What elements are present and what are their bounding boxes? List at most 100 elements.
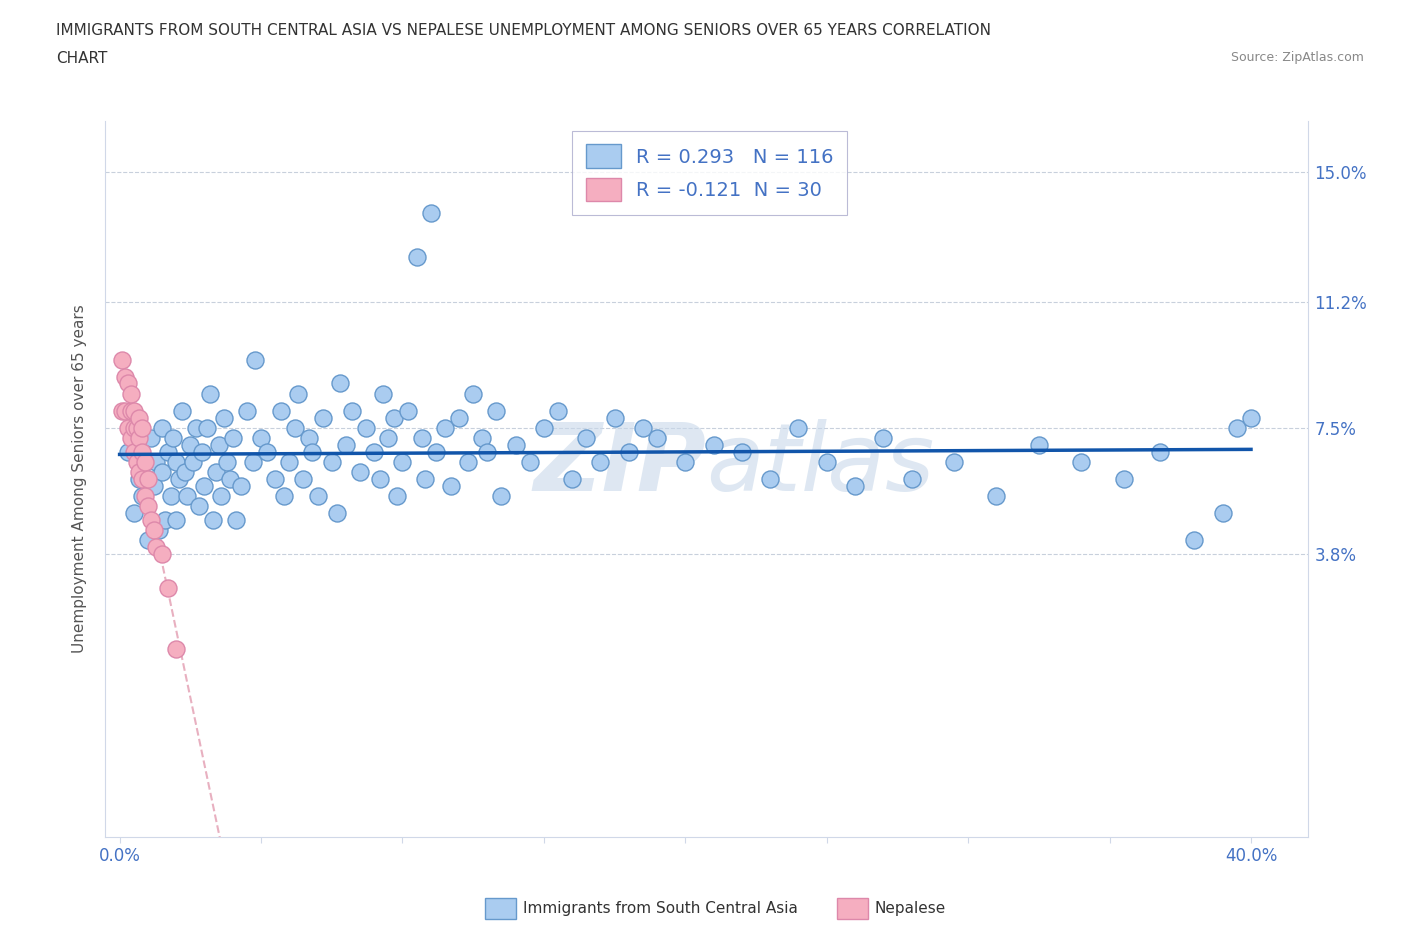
Point <box>150 465 173 480</box>
Point <box>433 420 456 435</box>
Point <box>471 431 494 445</box>
Point <box>485 404 508 418</box>
Point <box>307 488 329 503</box>
Point <box>1240 410 1263 425</box>
Text: atlas: atlas <box>707 419 935 511</box>
Point <box>425 445 447 459</box>
Point <box>986 488 1008 503</box>
Point <box>943 455 966 470</box>
Point <box>457 455 479 470</box>
Point <box>145 539 167 554</box>
Point <box>354 420 377 435</box>
Point <box>349 465 371 480</box>
Point <box>759 472 782 486</box>
Point <box>136 472 159 486</box>
Point <box>128 431 150 445</box>
Point <box>731 445 754 459</box>
Point <box>382 410 405 425</box>
Point <box>209 488 232 503</box>
Point <box>162 431 184 445</box>
Text: Nepalese: Nepalese <box>875 901 946 916</box>
Point <box>284 420 307 435</box>
Point <box>631 420 654 435</box>
Point <box>145 455 167 470</box>
Point <box>131 488 153 503</box>
Point <box>419 206 441 220</box>
Legend: R = 0.293   N = 116, R = -0.121  N = 30: R = 0.293 N = 116, R = -0.121 N = 30 <box>572 130 848 215</box>
Point <box>391 455 413 470</box>
Point <box>844 478 866 493</box>
Point <box>128 410 150 425</box>
Point <box>278 455 301 470</box>
Point <box>363 445 385 459</box>
Point <box>156 445 179 459</box>
Point <box>142 478 165 493</box>
Point <box>148 523 170 538</box>
Point <box>136 498 159 513</box>
Point <box>181 455 204 470</box>
Point <box>167 472 190 486</box>
Point <box>114 369 136 384</box>
Point <box>136 533 159 548</box>
Point <box>120 431 142 445</box>
Point <box>195 420 218 435</box>
Point <box>150 547 173 562</box>
Point <box>222 431 245 445</box>
Point <box>447 410 470 425</box>
Point <box>184 420 207 435</box>
Point <box>645 431 668 445</box>
Point <box>371 386 394 401</box>
Point <box>120 404 142 418</box>
Point <box>1112 472 1135 486</box>
Point <box>1212 506 1234 521</box>
Point <box>264 472 287 486</box>
Point <box>603 410 626 425</box>
Point <box>176 488 198 503</box>
Point <box>245 352 267 367</box>
Point <box>217 455 239 470</box>
Point <box>491 488 513 503</box>
Point <box>219 472 242 486</box>
Text: Immigrants from South Central Asia: Immigrants from South Central Asia <box>523 901 799 916</box>
Point <box>134 455 156 470</box>
Point <box>128 472 150 486</box>
Point <box>193 478 215 493</box>
Point <box>377 431 399 445</box>
Point <box>150 420 173 435</box>
Point <box>1226 420 1249 435</box>
Point <box>872 431 894 445</box>
Point <box>125 455 148 470</box>
Point <box>187 498 209 513</box>
Point <box>120 386 142 401</box>
Point <box>122 445 145 459</box>
Point <box>396 404 419 418</box>
Point <box>321 455 343 470</box>
Point <box>270 404 292 418</box>
Point <box>477 445 499 459</box>
Point <box>505 437 527 452</box>
Point <box>139 512 162 527</box>
Point <box>131 420 153 435</box>
Point <box>198 386 221 401</box>
Point <box>128 465 150 480</box>
Point <box>207 437 229 452</box>
Point <box>165 455 187 470</box>
Point <box>131 472 153 486</box>
Point <box>212 410 235 425</box>
Point <box>335 437 357 452</box>
Y-axis label: Unemployment Among Seniors over 65 years: Unemployment Among Seniors over 65 years <box>72 305 87 653</box>
Point <box>165 642 187 657</box>
Point <box>900 472 922 486</box>
Point <box>111 352 134 367</box>
Point <box>122 420 145 435</box>
Point <box>463 386 485 401</box>
Point <box>673 455 696 470</box>
Point <box>250 431 273 445</box>
Point <box>1028 437 1050 452</box>
Point <box>159 488 181 503</box>
Point <box>136 472 159 486</box>
Point <box>340 404 363 418</box>
Point <box>173 465 195 480</box>
Point <box>575 431 598 445</box>
Point <box>617 445 640 459</box>
